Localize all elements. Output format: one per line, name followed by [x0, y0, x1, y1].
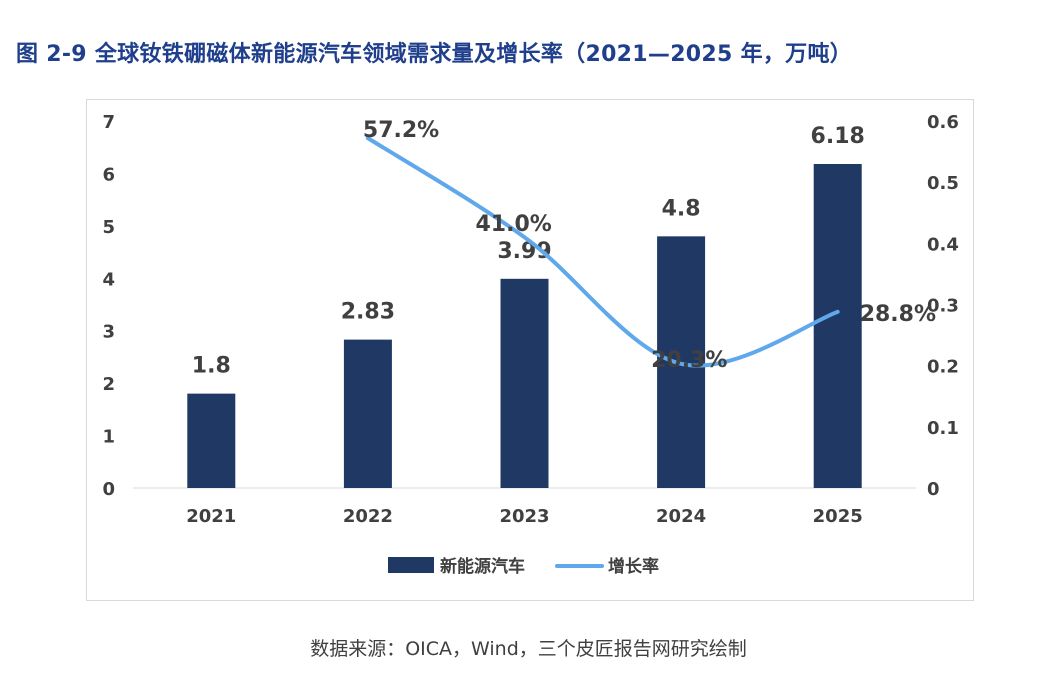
x-tick-label: 2022: [343, 506, 393, 527]
bar-data-label: 2.83: [341, 300, 395, 325]
y-right-tick-label: 0.6: [927, 112, 959, 133]
bar: [500, 278, 549, 488]
bar-data-label: 4.8: [662, 196, 701, 221]
y-right-tick-label: 0.3: [927, 296, 959, 317]
cropped-text-strip: [0, 0, 1057, 8]
x-tick-label: 2023: [499, 506, 549, 527]
y-left-tick-label: 4: [102, 269, 115, 290]
bar-data-label: 6.18: [811, 124, 865, 149]
y-right-tick-label: 0.2: [927, 357, 959, 378]
bar: [813, 163, 862, 488]
bar: [187, 393, 236, 488]
bar: [343, 339, 392, 488]
line-data-label: 41.0%: [476, 212, 552, 237]
x-tick-label: 2025: [813, 506, 863, 527]
x-tick-label: 2024: [656, 506, 706, 527]
y-left-tick-label: 3: [102, 322, 115, 343]
y-left-tick-label: 1: [102, 427, 115, 448]
line-data-label: 57.2%: [363, 118, 439, 143]
y-right-tick-label: 0.5: [927, 173, 959, 194]
line-data-label: 28.8%: [860, 302, 936, 327]
y-left-tick-label: 6: [102, 164, 115, 185]
line-data-label: 20.3%: [651, 348, 727, 373]
legend-swatch-bar: [388, 557, 434, 573]
legend-label-bar: 新能源汽车: [440, 556, 525, 577]
figure-title: 图 2-9 全球钕铁硼磁体新能源汽车领域需求量及增长率（2021—2025 年，…: [16, 42, 853, 67]
source-note: 数据来源：OICA，Wind，三个皮匠报告网研究绘制: [310, 638, 747, 660]
legend-label-line: 增长率: [608, 556, 659, 577]
y-left-tick-label: 7: [102, 112, 115, 133]
y-left-tick-label: 5: [102, 217, 115, 238]
y-right-tick-label: 0.1: [927, 418, 959, 439]
y-left-tick-label: 0: [102, 479, 115, 500]
growth-rate-line: [365, 136, 840, 368]
y-right-tick-label: 0.4: [927, 234, 959, 255]
combo-chart: 0 1 2 3 4 5 6 7 0 0.1 0.2 0.3 0.4 0.5 0.6 2021 2022 2023 2…: [102, 112, 959, 577]
y-left-tick-label: 2: [102, 374, 115, 395]
y-right-tick-label: 0: [927, 479, 940, 500]
bar-data-label: 1.8: [192, 354, 231, 379]
chart-frame: 0 1 2 3 4 5 6 7 0 0.1 0.2 0.3 0.4 0.5 0.6 2021 2022 2023 2…: [86, 99, 974, 601]
x-tick-label: 2021: [186, 506, 236, 527]
